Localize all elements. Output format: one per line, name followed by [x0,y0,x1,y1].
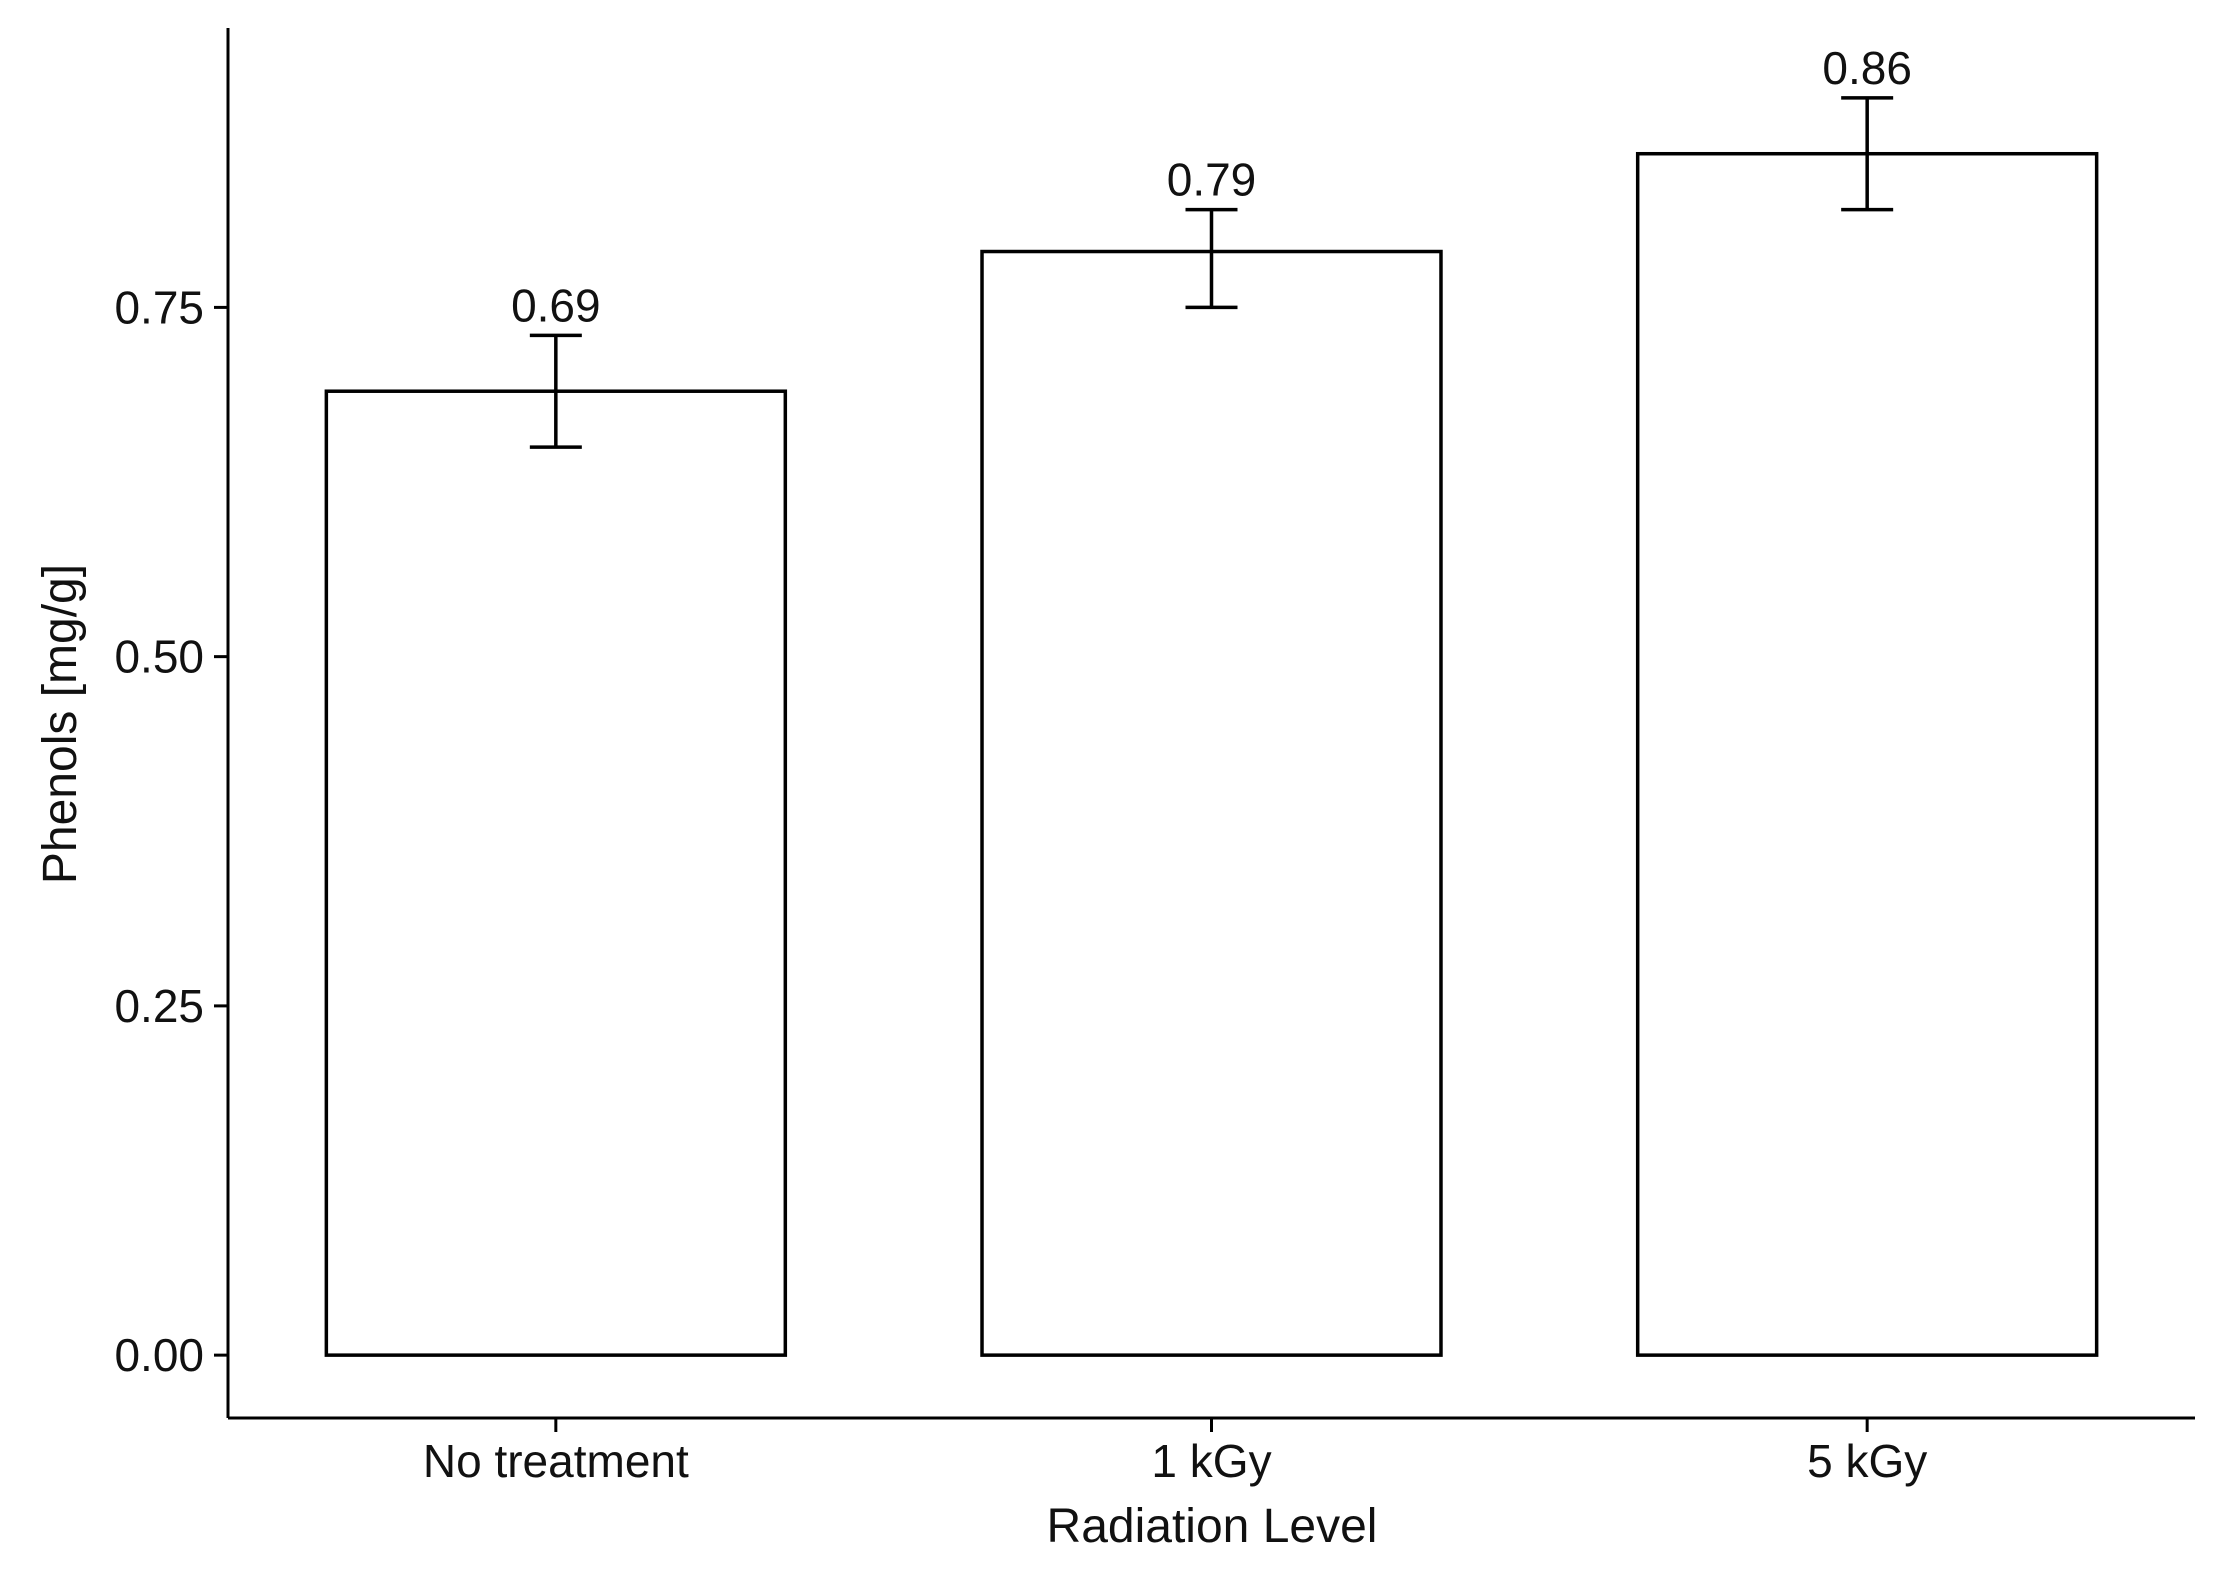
data-label: 0.79 [1167,154,1257,206]
y-tick-label: 0.00 [114,1329,204,1381]
data-label: 0.69 [511,279,601,331]
data-label: 0.86 [1822,42,1912,94]
y-tick-label: 0.75 [114,281,204,333]
plot-area: 0.00 0.25 0.50 0.75 0.69 No treatment 0.79 1 kG… [114,42,2099,1487]
bar [324,389,788,1357]
y-tick-label: 0.25 [114,980,204,1032]
bar [980,249,1443,1357]
x-tick-label: 1 kGy [1151,1435,1271,1487]
x-tick-label: No treatment [423,1435,689,1487]
bar [1635,151,2099,1357]
x-axis-title: Radiation Level [1047,1500,1378,1553]
y-tick-label: 0.50 [114,631,204,683]
x-tick-label: 5 kGy [1807,1435,1927,1487]
y-axis-title: Phenols [mg/g] [34,564,87,884]
